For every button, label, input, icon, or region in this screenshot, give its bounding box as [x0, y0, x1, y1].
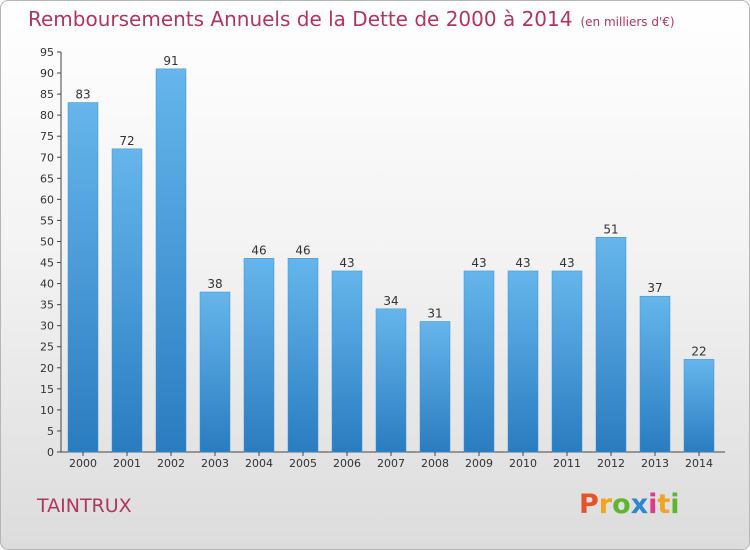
bar-value-label: 31 — [427, 306, 442, 320]
y-tick-label: 55 — [40, 214, 54, 227]
y-tick-label: 60 — [40, 193, 54, 206]
x-tick-label: 2002 — [157, 457, 185, 470]
logo-letter: i — [670, 489, 680, 520]
logo-letter: x — [630, 489, 649, 520]
bar-value-label: 34 — [383, 294, 398, 308]
logo-letter: t — [657, 489, 671, 520]
y-tick-label: 40 — [40, 278, 54, 291]
y-tick-label: 5 — [47, 425, 54, 438]
bar — [683, 359, 715, 453]
y-tick-label: 95 — [40, 46, 54, 59]
y-tick-label: 85 — [40, 88, 54, 101]
bar — [551, 270, 583, 453]
bar-value-label: 46 — [251, 243, 266, 257]
bar-value-label: 43 — [515, 256, 530, 270]
chart-title: Remboursements Annuels de la Dette de 20… — [28, 7, 675, 31]
bar-value-label: 51 — [603, 222, 618, 236]
x-tick-label: 2009 — [465, 457, 493, 470]
chart-title-text: Remboursements Annuels de la Dette de 20… — [28, 7, 573, 31]
y-tick-label: 70 — [40, 151, 54, 164]
x-tick-label: 2012 — [597, 457, 625, 470]
y-tick-label: 25 — [40, 341, 54, 354]
y-tick-label: 35 — [40, 299, 54, 312]
x-tick-label: 2013 — [641, 457, 669, 470]
bar — [243, 258, 275, 453]
proxiti-logo: Proxiti — [579, 489, 680, 520]
x-tick-label: 2001 — [113, 457, 141, 470]
y-tick-label: 50 — [40, 235, 54, 248]
y-tick-label: 45 — [40, 257, 54, 270]
bar — [111, 148, 143, 453]
y-tick-label: 0 — [47, 446, 54, 459]
chart-subtitle: (en milliers d'€) — [580, 15, 675, 29]
y-tick-label: 80 — [40, 109, 54, 122]
y-tick-label: 30 — [40, 320, 54, 333]
bar — [463, 270, 495, 453]
bar-value-label: 46 — [295, 243, 310, 257]
bar-value-label: 72 — [119, 134, 134, 148]
y-tick-label: 20 — [40, 362, 54, 375]
bar — [507, 270, 539, 453]
bar — [287, 258, 319, 453]
y-tick-label: 10 — [40, 404, 54, 417]
bar-value-label: 43 — [559, 256, 574, 270]
bar-value-label: 38 — [207, 277, 222, 291]
x-tick-label: 2005 — [289, 457, 317, 470]
bar — [199, 291, 231, 453]
bar-value-label: 83 — [75, 88, 90, 102]
bar — [155, 68, 187, 453]
x-tick-label: 2007 — [377, 457, 405, 470]
logo-letter: r — [598, 489, 613, 520]
x-tick-label: 2014 — [685, 457, 713, 470]
bar-value-label: 37 — [647, 281, 662, 295]
bar — [419, 321, 451, 453]
y-tick-label: 65 — [40, 172, 54, 185]
bar — [331, 270, 363, 453]
bar — [595, 237, 627, 453]
bar — [639, 295, 671, 453]
y-tick-label: 90 — [40, 67, 54, 80]
logo-letter: o — [612, 489, 631, 520]
y-tick-label: 15 — [40, 383, 54, 396]
x-tick-label: 2003 — [201, 457, 229, 470]
bar — [375, 308, 407, 453]
x-tick-label: 2004 — [245, 457, 273, 470]
bar-value-label: 43 — [339, 256, 354, 270]
logo-letter: i — [648, 489, 658, 520]
bar-value-label: 91 — [163, 54, 178, 68]
x-tick-label: 2008 — [421, 457, 449, 470]
commune-name: TAINTRUX — [37, 495, 132, 517]
bar — [67, 102, 99, 453]
y-tick-label: 75 — [40, 130, 54, 143]
x-tick-label: 2000 — [69, 457, 97, 470]
bar-value-label: 22 — [691, 344, 706, 358]
x-tick-label: 2006 — [333, 457, 361, 470]
bar-value-label: 43 — [471, 256, 486, 270]
x-tick-label: 2010 — [509, 457, 537, 470]
logo-letter: P — [579, 489, 599, 520]
x-tick-label: 2011 — [553, 457, 581, 470]
